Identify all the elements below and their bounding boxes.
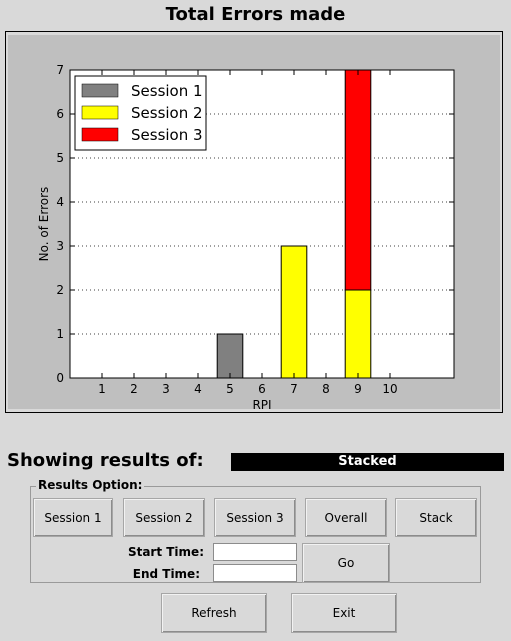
overall-button[interactable]: Overall xyxy=(305,498,387,537)
showing-results-label: Showing results of: xyxy=(7,450,204,471)
y-tick-label: 5 xyxy=(56,151,64,165)
y-tick-label: 7 xyxy=(56,63,64,77)
end-time-label: End Time: xyxy=(132,567,200,581)
legend-label: Session 2 xyxy=(131,104,203,122)
bar-session2-rpi7 xyxy=(280,245,308,379)
x-tick-label: 1 xyxy=(98,382,106,396)
results-option-group xyxy=(30,486,481,583)
y-tick-label: 6 xyxy=(56,107,64,121)
result-mode-display: Stacked xyxy=(231,453,504,471)
x-tick-label: 2 xyxy=(130,382,138,396)
bar-session2-rpi9 xyxy=(344,289,372,379)
results-option-label: Results Option: xyxy=(36,478,145,492)
x-tick-label: 9 xyxy=(354,382,362,396)
y-tick-label: 0 xyxy=(56,371,64,385)
x-tick-label: 4 xyxy=(194,382,202,396)
errors-bar-chart: 0 1 2 3 4 5 6 7 1 2 3 4 5 6 7 8 9 10 RPI No. of Errors S… xyxy=(37,63,455,412)
end-time-input[interactable] xyxy=(213,564,297,582)
y-tick-label: 4 xyxy=(56,195,64,209)
start-time-label: Start Time: xyxy=(127,545,204,559)
y-tick-label: 2 xyxy=(56,283,64,297)
x-tick-label: 6 xyxy=(258,382,266,396)
x-tick-label: 10 xyxy=(382,382,397,396)
x-axis-label: RPI xyxy=(252,398,271,409)
x-tick-label: 8 xyxy=(322,382,330,396)
page-title: Total Errors made xyxy=(165,4,346,25)
exit-button[interactable]: Exit xyxy=(291,593,397,633)
y-tick-label: 3 xyxy=(56,239,64,253)
bar-session1-rpi5 xyxy=(216,333,244,379)
session1-button[interactable]: Session 1 xyxy=(33,498,113,537)
y-tick-label: 1 xyxy=(56,327,64,341)
chart-frame: 0 1 2 3 4 5 6 7 1 2 3 4 5 6 7 8 9 10 RPI No. of Errors S… xyxy=(5,31,503,413)
session2-button[interactable]: Session 2 xyxy=(123,498,205,537)
stack-button[interactable]: Stack xyxy=(395,498,477,537)
chart-legend: Session 1 Session 2 Session 3 xyxy=(74,75,207,151)
legend-swatch xyxy=(81,105,119,120)
bar-session3-rpi9 xyxy=(344,69,372,291)
session3-button[interactable]: Session 3 xyxy=(214,498,296,537)
chart-canvas: 0 1 2 3 4 5 6 7 1 2 3 4 5 6 7 8 9 10 RPI No. of Errors S… xyxy=(8,35,500,412)
refresh-button[interactable]: Refresh xyxy=(161,593,267,633)
x-tick-label: 3 xyxy=(162,382,170,396)
legend-swatch xyxy=(81,127,119,142)
legend-label: Session 1 xyxy=(131,82,203,100)
legend-label: Session 3 xyxy=(131,126,203,144)
start-time-input[interactable] xyxy=(213,543,297,561)
x-tick-label: 7 xyxy=(290,382,298,396)
go-button[interactable]: Go xyxy=(302,543,390,583)
legend-swatch xyxy=(81,83,119,98)
x-tick-label: 5 xyxy=(226,382,234,396)
y-axis-label: No. of Errors xyxy=(37,187,51,262)
